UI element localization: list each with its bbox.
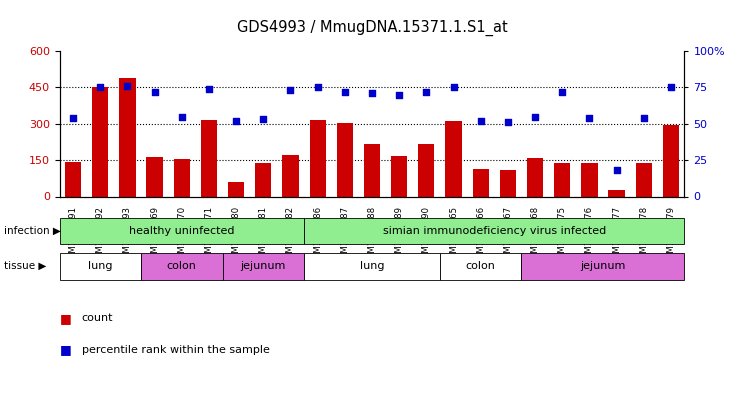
Bar [304,253,440,279]
Bar [413,51,440,196]
Bar [440,253,522,279]
Bar [60,51,87,196]
Bar [196,51,222,196]
Point [394,92,405,98]
Bar [418,144,434,196]
Bar [141,51,168,196]
Text: infection ▶: infection ▶ [4,226,60,236]
Bar [581,163,597,196]
Bar [385,51,413,196]
Point [94,84,106,90]
Text: lung: lung [88,261,112,271]
Bar [663,125,679,196]
Bar [168,51,196,196]
Bar [92,87,109,196]
Point [257,116,269,123]
Point [502,119,514,125]
Text: GDS4993 / MmugDNA.15371.1.S1_at: GDS4993 / MmugDNA.15371.1.S1_at [237,20,507,36]
Point [284,87,296,94]
Point [475,118,487,124]
Text: colon: colon [167,261,196,271]
Bar [201,120,217,196]
Bar [282,154,298,196]
Bar [147,157,163,196]
Bar [364,144,380,196]
Bar [467,51,494,196]
Text: count: count [82,313,113,323]
Bar [304,218,684,244]
Bar [635,163,652,196]
Bar [255,163,272,196]
Bar [60,218,304,244]
Bar [222,253,304,279]
Point [420,89,432,95]
Bar [331,51,359,196]
Bar [60,253,141,279]
Bar [500,170,516,196]
Bar [657,51,684,196]
Bar [310,120,326,196]
Bar [522,253,684,279]
Bar [548,51,576,196]
Point [176,113,187,119]
Point [312,84,324,90]
Point [611,167,623,173]
Text: percentile rank within the sample: percentile rank within the sample [82,345,270,355]
Point [665,84,677,90]
Text: healthy uninfected: healthy uninfected [129,226,234,236]
Bar [87,51,114,196]
Point [203,86,215,92]
Bar [114,51,141,196]
Point [529,113,541,119]
Point [638,115,650,121]
Bar [228,182,244,196]
Point [557,89,568,95]
Bar [554,163,571,196]
Bar [173,159,190,196]
Bar [222,51,250,196]
Bar [609,191,625,196]
Point [149,89,161,95]
Text: simian immunodeficiency virus infected: simian immunodeficiency virus infected [382,226,606,236]
Point [67,115,79,121]
Bar [603,51,630,196]
Bar [440,51,467,196]
Bar [141,253,222,279]
Bar [446,121,462,196]
Point [121,83,133,89]
Text: tissue ▶: tissue ▶ [4,261,46,271]
Text: ■: ■ [60,312,71,325]
Text: jejunum: jejunum [580,261,626,271]
Bar [472,169,489,196]
Bar [337,123,353,196]
Bar [359,51,385,196]
Point [366,90,378,96]
Point [448,84,460,90]
Text: lung: lung [360,261,384,271]
Point [230,118,242,124]
Bar [65,162,81,196]
Bar [277,51,304,196]
Bar [494,51,522,196]
Bar [576,51,603,196]
Bar [304,51,331,196]
Bar [119,78,135,196]
Bar [522,51,548,196]
Text: jejunum: jejunum [240,261,286,271]
Point [339,89,350,95]
Bar [250,51,277,196]
Bar [527,158,543,196]
Text: colon: colon [466,261,496,271]
Point [583,115,595,121]
Bar [630,51,657,196]
Bar [391,156,407,196]
Text: ■: ■ [60,343,71,356]
